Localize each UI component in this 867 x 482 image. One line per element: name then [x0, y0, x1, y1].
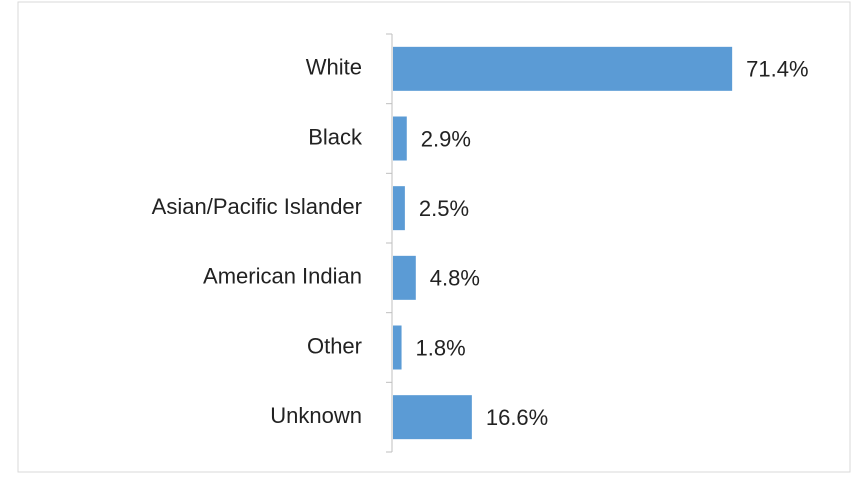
- bar: [393, 395, 472, 440]
- data-label: 16.6%: [486, 405, 548, 430]
- bar: [393, 186, 405, 231]
- category-label: Unknown: [270, 403, 362, 428]
- data-label: 4.8%: [430, 266, 480, 291]
- category-label: Other: [307, 333, 362, 358]
- bar: [393, 325, 402, 370]
- category-label: American Indian: [203, 264, 362, 289]
- category-label: Black: [308, 124, 363, 149]
- data-label: 2.5%: [419, 196, 469, 221]
- category-label: White: [306, 55, 362, 80]
- bar: [393, 255, 416, 300]
- category-label: Asian/Pacific Islander: [152, 194, 362, 219]
- bar: [393, 46, 733, 91]
- data-label: 71.4%: [746, 57, 808, 82]
- data-label: 1.8%: [416, 335, 466, 360]
- data-label: 2.9%: [421, 126, 471, 151]
- bar: [393, 116, 407, 161]
